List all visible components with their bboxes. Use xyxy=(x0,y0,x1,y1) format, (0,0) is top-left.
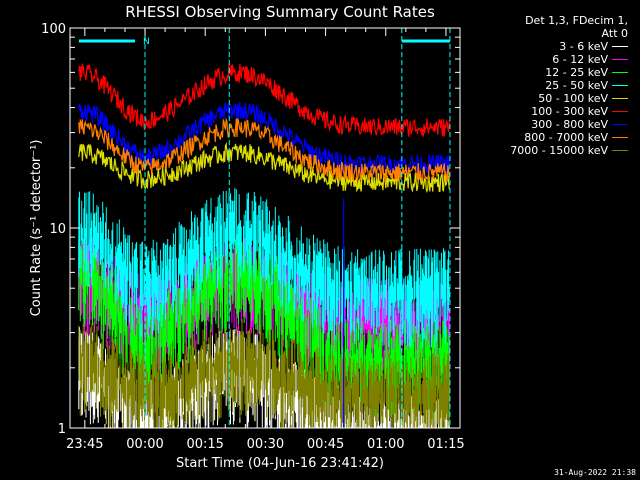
legend-label: 25 - 50 keV xyxy=(545,79,608,92)
legend-swatch xyxy=(612,124,628,125)
series-band xyxy=(78,319,450,428)
generation-timestamp: 31-Aug-2022 21:38 xyxy=(554,468,636,477)
legend-entries: 3 - 6 keV 6 - 12 keV 12 - 25 keV 25 - 50 ke… xyxy=(478,40,638,157)
legend-label: 6 - 12 keV xyxy=(552,53,608,66)
x-tick-label: 00:00 xyxy=(126,437,163,452)
series-25-50-kev xyxy=(78,187,450,348)
legend-header-line1: Det 1,3, FDecim 1, xyxy=(525,14,628,27)
x-tick-label: 00:30 xyxy=(247,437,284,452)
y-tick-label: 10 xyxy=(49,222,66,237)
x-tick-label: 00:15 xyxy=(186,437,223,452)
legend-swatch xyxy=(612,59,628,60)
series-layer xyxy=(78,63,450,428)
legend-label: 7000 - 15000 keV xyxy=(510,144,608,157)
legend-label: 300 - 800 keV xyxy=(531,118,608,131)
series-line xyxy=(78,63,450,137)
legend-swatch xyxy=(612,137,628,138)
legend-label: 800 - 7000 keV xyxy=(524,131,608,144)
legend-swatch xyxy=(612,111,628,112)
legend-swatch xyxy=(612,150,628,151)
series-100-300-kev xyxy=(78,63,450,137)
series-band xyxy=(78,187,450,348)
legend-label: 100 - 300 keV xyxy=(531,105,608,118)
legend-label: 3 - 6 keV xyxy=(559,40,608,53)
legend-swatch xyxy=(612,46,628,47)
legend-swatch xyxy=(612,72,628,73)
flag-label: N xyxy=(143,37,150,47)
legend-label: 50 - 100 keV xyxy=(538,92,608,105)
y-tick-label: 100 xyxy=(41,22,66,37)
legend-entry: 6 - 12 keV xyxy=(478,53,638,66)
legend-entry: 25 - 50 keV xyxy=(478,79,638,92)
flag-layer: N xyxy=(78,28,451,428)
series-800-7000-kev xyxy=(78,117,450,183)
legend-header-line2: Att 0 xyxy=(601,27,628,40)
axis-layer: 1 10 100 23:45 00:00 00:15 00:30 00:45 01:00 01:1… xyxy=(41,22,465,452)
x-tick-label: 00:45 xyxy=(307,437,344,452)
series-7000-15000-kev xyxy=(78,319,450,428)
series-50-100-kev xyxy=(78,141,450,194)
legend-entry: 100 - 300 keV xyxy=(478,105,638,118)
legend-entry: 3 - 6 keV xyxy=(478,40,638,53)
chart-title: RHESSI Observing Summary Count Rates xyxy=(125,3,435,21)
legend-swatch xyxy=(612,98,628,99)
y-axis-label: Count Rate (s⁻¹ detector⁻¹) xyxy=(29,140,44,317)
legend-swatch xyxy=(612,85,628,86)
x-tick-label: 01:00 xyxy=(367,437,404,452)
x-tick-label: 23:45 xyxy=(66,437,103,452)
series-line xyxy=(78,141,450,194)
legend-entry: 300 - 800 keV xyxy=(478,118,638,131)
legend-entry: 12 - 25 keV xyxy=(478,66,638,79)
legend-entry: 800 - 7000 keV xyxy=(478,131,638,144)
legend-entry: 50 - 100 keV xyxy=(478,92,638,105)
x-tick-label: 01:15 xyxy=(427,437,464,452)
series-line xyxy=(78,117,450,183)
x-axis-label: Start Time (04-Jun-16 23:41:42) xyxy=(176,456,384,471)
y-tick-label: 1 xyxy=(58,422,66,437)
legend: Det 1,3, FDecim 1, Att 0 3 - 6 keV 6 - 12… xyxy=(478,14,638,157)
legend-label: 12 - 25 keV xyxy=(545,66,608,79)
legend-entry: 7000 - 15000 keV xyxy=(478,144,638,157)
